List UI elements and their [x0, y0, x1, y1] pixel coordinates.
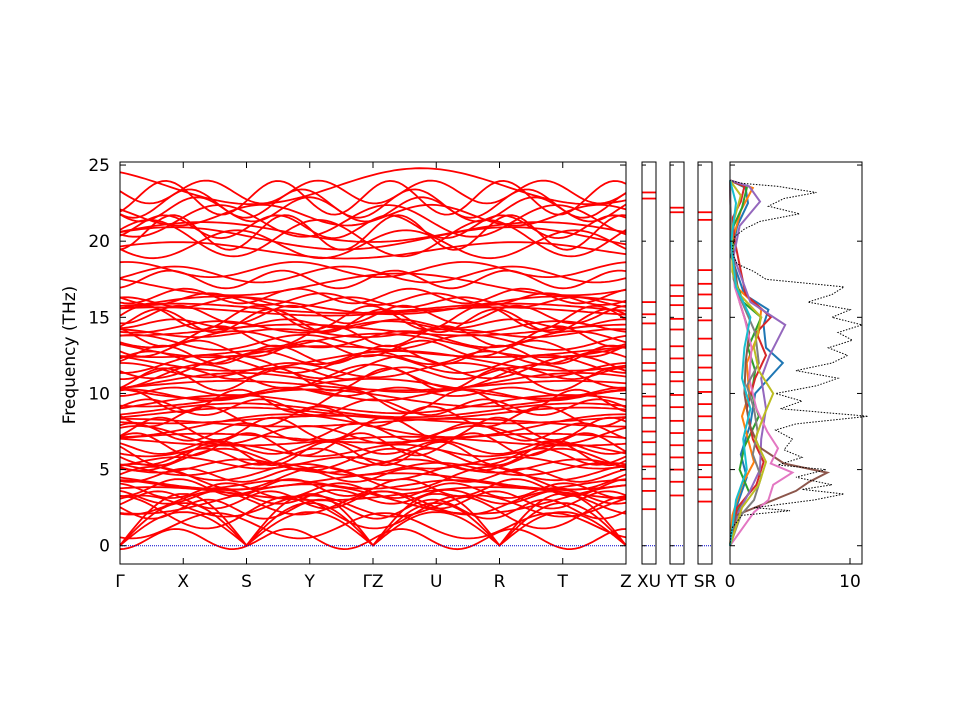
y-tick-label: 20 — [88, 232, 110, 252]
x-tick-label: YT — [666, 572, 688, 592]
x-tick-label: X — [177, 572, 189, 592]
y-tick-label: 5 — [99, 461, 110, 481]
x-tick-label: Γ — [115, 572, 125, 592]
y-tick-label: 15 — [88, 308, 110, 328]
x-tick-label: Z — [620, 572, 632, 592]
x-tick-label: Y — [304, 572, 316, 592]
y-axis-label: Frequency (THz) — [60, 286, 80, 425]
segment-panels: XU YT SR — [637, 162, 717, 592]
segment-panel: YT — [666, 162, 688, 592]
y-tick-label: 10 — [88, 384, 110, 404]
x-tick-label: T — [557, 572, 569, 592]
x-tick-label: U — [430, 572, 442, 592]
segment-frame — [670, 162, 684, 564]
x-tick-label: ΓZ — [362, 572, 383, 592]
x-tick-label: 0 — [725, 572, 736, 592]
x-tick-label: XU — [637, 572, 661, 592]
x-tick-label: R — [494, 572, 506, 592]
dos-panel: 0 10 — [725, 162, 868, 592]
band-curves — [120, 168, 626, 549]
x-tick-label: SR — [694, 572, 717, 592]
y-tick-label: 0 — [99, 537, 110, 557]
segment-panel: SR — [694, 162, 717, 592]
x-tick-label: 10 — [839, 572, 861, 592]
y-tick-label: 25 — [88, 156, 110, 176]
segment-frame — [698, 162, 712, 564]
segment-panel: XU — [637, 162, 661, 592]
band-curve — [120, 220, 626, 256]
band-structure-panel — [120, 162, 626, 564]
x-tick-label: S — [241, 572, 252, 592]
